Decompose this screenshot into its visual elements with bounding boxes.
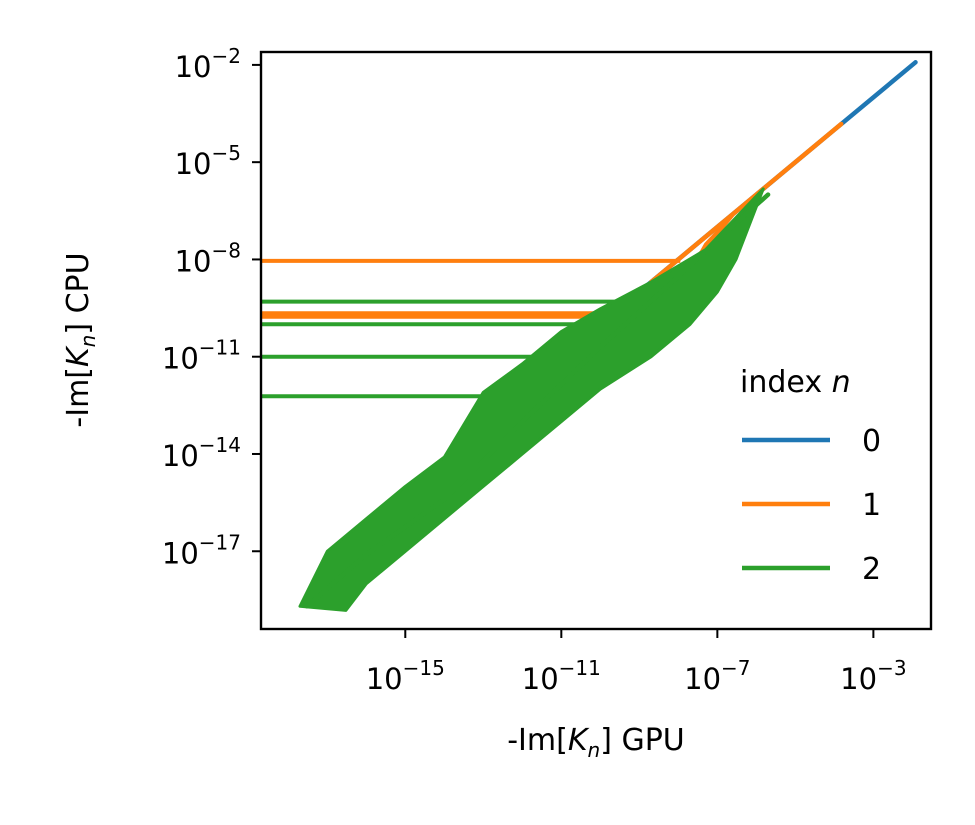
y-tick-label-0: 10−2 — [175, 44, 241, 84]
x-tick-label-3: 10−3 — [840, 656, 906, 696]
series-1-plateau-1 — [261, 276, 660, 316]
legend-title: index n — [740, 365, 851, 400]
series-1-line — [648, 121, 844, 285]
series-2-line — [304, 192, 771, 609]
x-tick-label-2: 10−7 — [684, 656, 750, 696]
series-2-plateau-0 — [261, 299, 626, 305]
legend-label-2: 2 — [862, 552, 881, 587]
y-tick-label-1: 10−5 — [175, 141, 241, 181]
y-tick-label-2: 10−8 — [175, 238, 241, 278]
x-ticks: 10−15 10−11 10−7 10−3 — [366, 629, 907, 696]
series-2-plateau-3 — [261, 394, 504, 407]
series-2 — [261, 187, 771, 612]
y-tick-label-5: 10−17 — [162, 530, 241, 570]
y-tick-label-4: 10−14 — [162, 433, 241, 473]
x-tick-label-0: 10−15 — [366, 656, 445, 696]
y-tick-label-3: 10−11 — [162, 336, 241, 376]
x-axis-label: -Im[Kn] GPU — [507, 723, 685, 762]
x-tick-label-1: 10−11 — [522, 656, 601, 696]
legend-label-0: 0 — [862, 424, 881, 459]
y-ticks: 10−2 10−5 10−8 10−11 10−14 10−17 — [162, 44, 261, 570]
legend: index n 0 1 2 — [740, 365, 881, 587]
series-2-plateau-2 — [261, 354, 537, 380]
y-axis-label: -Im[Kn] CPU — [61, 252, 100, 427]
series-1 — [261, 121, 844, 359]
series-1-plateau-0 — [261, 258, 681, 263]
series-2-band — [298, 187, 765, 612]
plot-series — [261, 60, 918, 612]
legend-label-1: 1 — [862, 488, 881, 523]
plot-frame — [259, 50, 933, 631]
